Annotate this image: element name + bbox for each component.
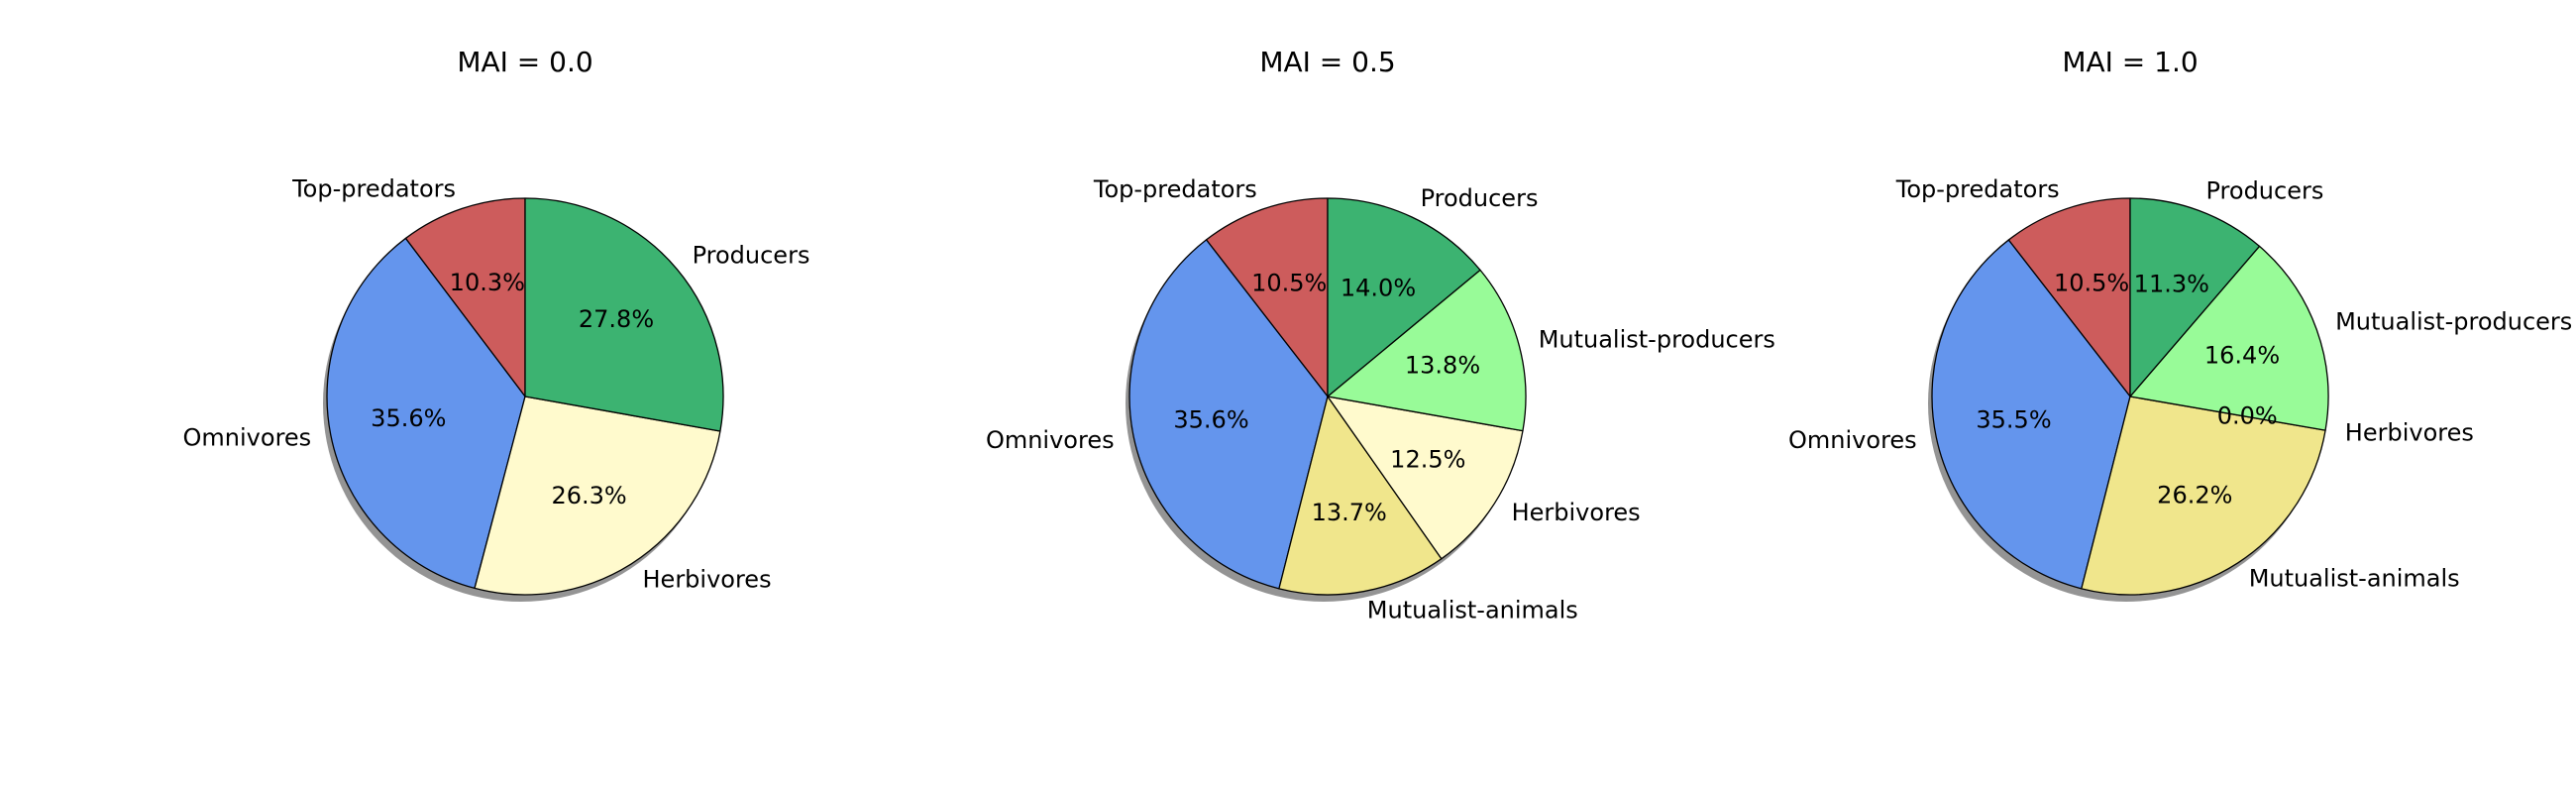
- slice-label-top-predators: Top-predators: [1895, 175, 2060, 203]
- slice-percent-producers: 14.0%: [1341, 274, 1416, 301]
- pie-title: MAI = 0.0: [457, 46, 592, 78]
- slice-label-top-predators: Top-predators: [291, 174, 456, 202]
- slice-label-producers: Producers: [693, 242, 810, 270]
- pie-slice-top-predators: [2007, 197, 2131, 397]
- slice-percent-top-predators: 10.5%: [1251, 270, 1327, 297]
- slice-label-top-predators: Top-predators: [1093, 175, 1257, 203]
- pie-slice-mutualist-producers: [1327, 269, 1527, 432]
- slice-label-omnivores: Omnivores: [183, 424, 312, 452]
- pie-slice-top-predators: [404, 197, 526, 397]
- slice-label-mutualist-animals: Mutualist-animals: [2249, 565, 2460, 593]
- slice-percent-herbivores: 0.0%: [2217, 402, 2278, 430]
- pie-slice-omnivores: [326, 237, 526, 590]
- pie-slice-omnivores: [1931, 239, 2131, 590]
- slice-percent-mutualist-producers: 13.8%: [1405, 351, 1480, 379]
- slice-percent-mutualist-producers: 16.4%: [2204, 342, 2280, 370]
- slice-label-producers: Producers: [2206, 177, 2324, 205]
- pie-title: MAI = 1.0: [2062, 46, 2198, 78]
- slice-percent-herbivores: 26.3%: [551, 482, 626, 510]
- slice-percent-producers: 11.3%: [2134, 271, 2209, 298]
- slice-label-mutualist-producers: Mutualist-producers: [1539, 326, 1775, 354]
- pie-panel-mai-0-5: MAI = 0.5 Top-predators 10.5% Omnivores 35.…: [986, 46, 1775, 623]
- slice-percent-mutualist-animals: 26.2%: [2157, 482, 2232, 510]
- slice-label-producers: Producers: [1421, 184, 1539, 212]
- pie-title: MAI = 0.5: [1259, 46, 1395, 78]
- pie-panel-mai-0-0: MAI = 0.0 Top-predators 10.3% Omnivores 35.…: [183, 46, 810, 602]
- pie-slice-herbivores: [1327, 396, 1524, 560]
- pie-slice-mutualist-animals: [2081, 396, 2326, 596]
- slice-label-omnivores: Omnivores: [1788, 426, 1917, 454]
- slice-percent-omnivores: 35.6%: [371, 404, 446, 432]
- slice-percent-omnivores: 35.6%: [1173, 406, 1248, 434]
- slice-percent-top-predators: 10.5%: [2054, 270, 2129, 297]
- slice-percent-herbivores: 12.5%: [1390, 445, 1465, 473]
- slice-percent-producers: 27.8%: [579, 305, 654, 333]
- pie-slice-herbivores: [474, 396, 721, 596]
- slice-percent-mutualist-animals: 13.7%: [1312, 499, 1387, 526]
- slice-label-mutualist-animals: Mutualist-animals: [1367, 596, 1578, 623]
- slice-label-herbivores: Herbivores: [1512, 499, 1641, 526]
- pie-slice-top-predators: [1205, 197, 1329, 397]
- slice-label-herbivores: Herbivores: [2345, 419, 2474, 447]
- slice-label-mutualist-producers: Mutualist-producers: [2335, 308, 2572, 336]
- pie-slice-producers: [524, 197, 724, 432]
- slice-label-omnivores: Omnivores: [986, 426, 1115, 454]
- pie-panel-mai-1-0: MAI = 1.0 Top-predators 10.5% Omnivores 35.…: [1788, 46, 2572, 602]
- slice-label-herbivores: Herbivores: [643, 565, 772, 593]
- pie-slice-mutualist-producers: [2129, 245, 2329, 431]
- pie-slice-mutualist-animals: [1278, 396, 1443, 596]
- pie-slice-omnivores: [1128, 239, 1329, 590]
- pie-slice-producers: [2129, 197, 2261, 397]
- slice-percent-omnivores: 35.5%: [1976, 406, 2051, 434]
- slice-percent-top-predators: 10.3%: [450, 269, 525, 296]
- pie-slice-producers: [1327, 197, 1481, 397]
